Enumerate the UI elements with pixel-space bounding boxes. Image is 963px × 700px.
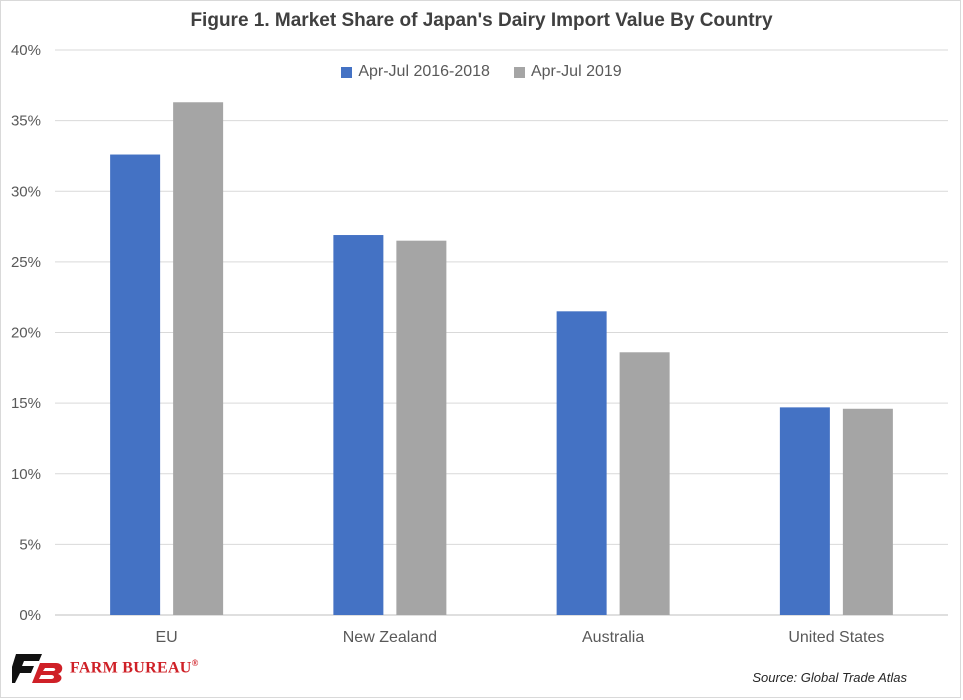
y-tick-label: 25% — [11, 254, 41, 271]
farm-bureau-wordmark: FARM BUREAU® — [70, 658, 199, 677]
legend-swatch-series-2 — [513, 66, 525, 78]
y-tick-label: 20% — [11, 325, 41, 342]
bar-new-zealand-series-1 — [333, 235, 384, 615]
legend-swatch-series-1 — [341, 66, 353, 78]
farm-bureau-logo: FARM BUREAU® — [12, 650, 199, 686]
x-category-label: Australia — [582, 629, 644, 646]
bar-australia-series-1 — [556, 311, 607, 615]
x-category-label: EU — [156, 629, 178, 646]
legend-label-series-1: Apr-Jul 2016-2018 — [358, 63, 490, 80]
bar-united-states-series-1 — [779, 407, 830, 615]
chart-title: Figure 1. Market Share of Japan's Dairy … — [190, 10, 773, 31]
bar-new-zealand-series-2 — [396, 240, 447, 615]
bar-australia-series-2 — [619, 352, 670, 615]
bar-united-states-series-2 — [842, 408, 893, 615]
legend: Apr-Jul 2016-2018 Apr-Jul 2019 — [0, 63, 963, 81]
source-note: Source: Global Trade Atlas — [752, 670, 907, 685]
legend-item-series-1: Apr-Jul 2016-2018 — [341, 63, 490, 81]
y-tick-label: 5% — [19, 536, 41, 553]
farm-bureau-logo-icon — [12, 654, 63, 683]
y-tick-label: 35% — [11, 113, 41, 130]
y-tick-label: 30% — [11, 183, 41, 200]
y-tick-label: 40% — [11, 42, 41, 59]
x-category-label: United States — [788, 629, 884, 646]
bar-eu-series-2 — [173, 102, 224, 615]
y-tick-label: 10% — [11, 466, 41, 483]
y-tick-label: 0% — [19, 607, 41, 624]
y-tick-label: 15% — [11, 395, 41, 412]
legend-item-series-2: Apr-Jul 2019 — [513, 63, 622, 81]
x-category-label: New Zealand — [343, 629, 437, 646]
legend-label-series-2: Apr-Jul 2019 — [530, 63, 622, 80]
bar-eu-series-1 — [110, 154, 161, 615]
